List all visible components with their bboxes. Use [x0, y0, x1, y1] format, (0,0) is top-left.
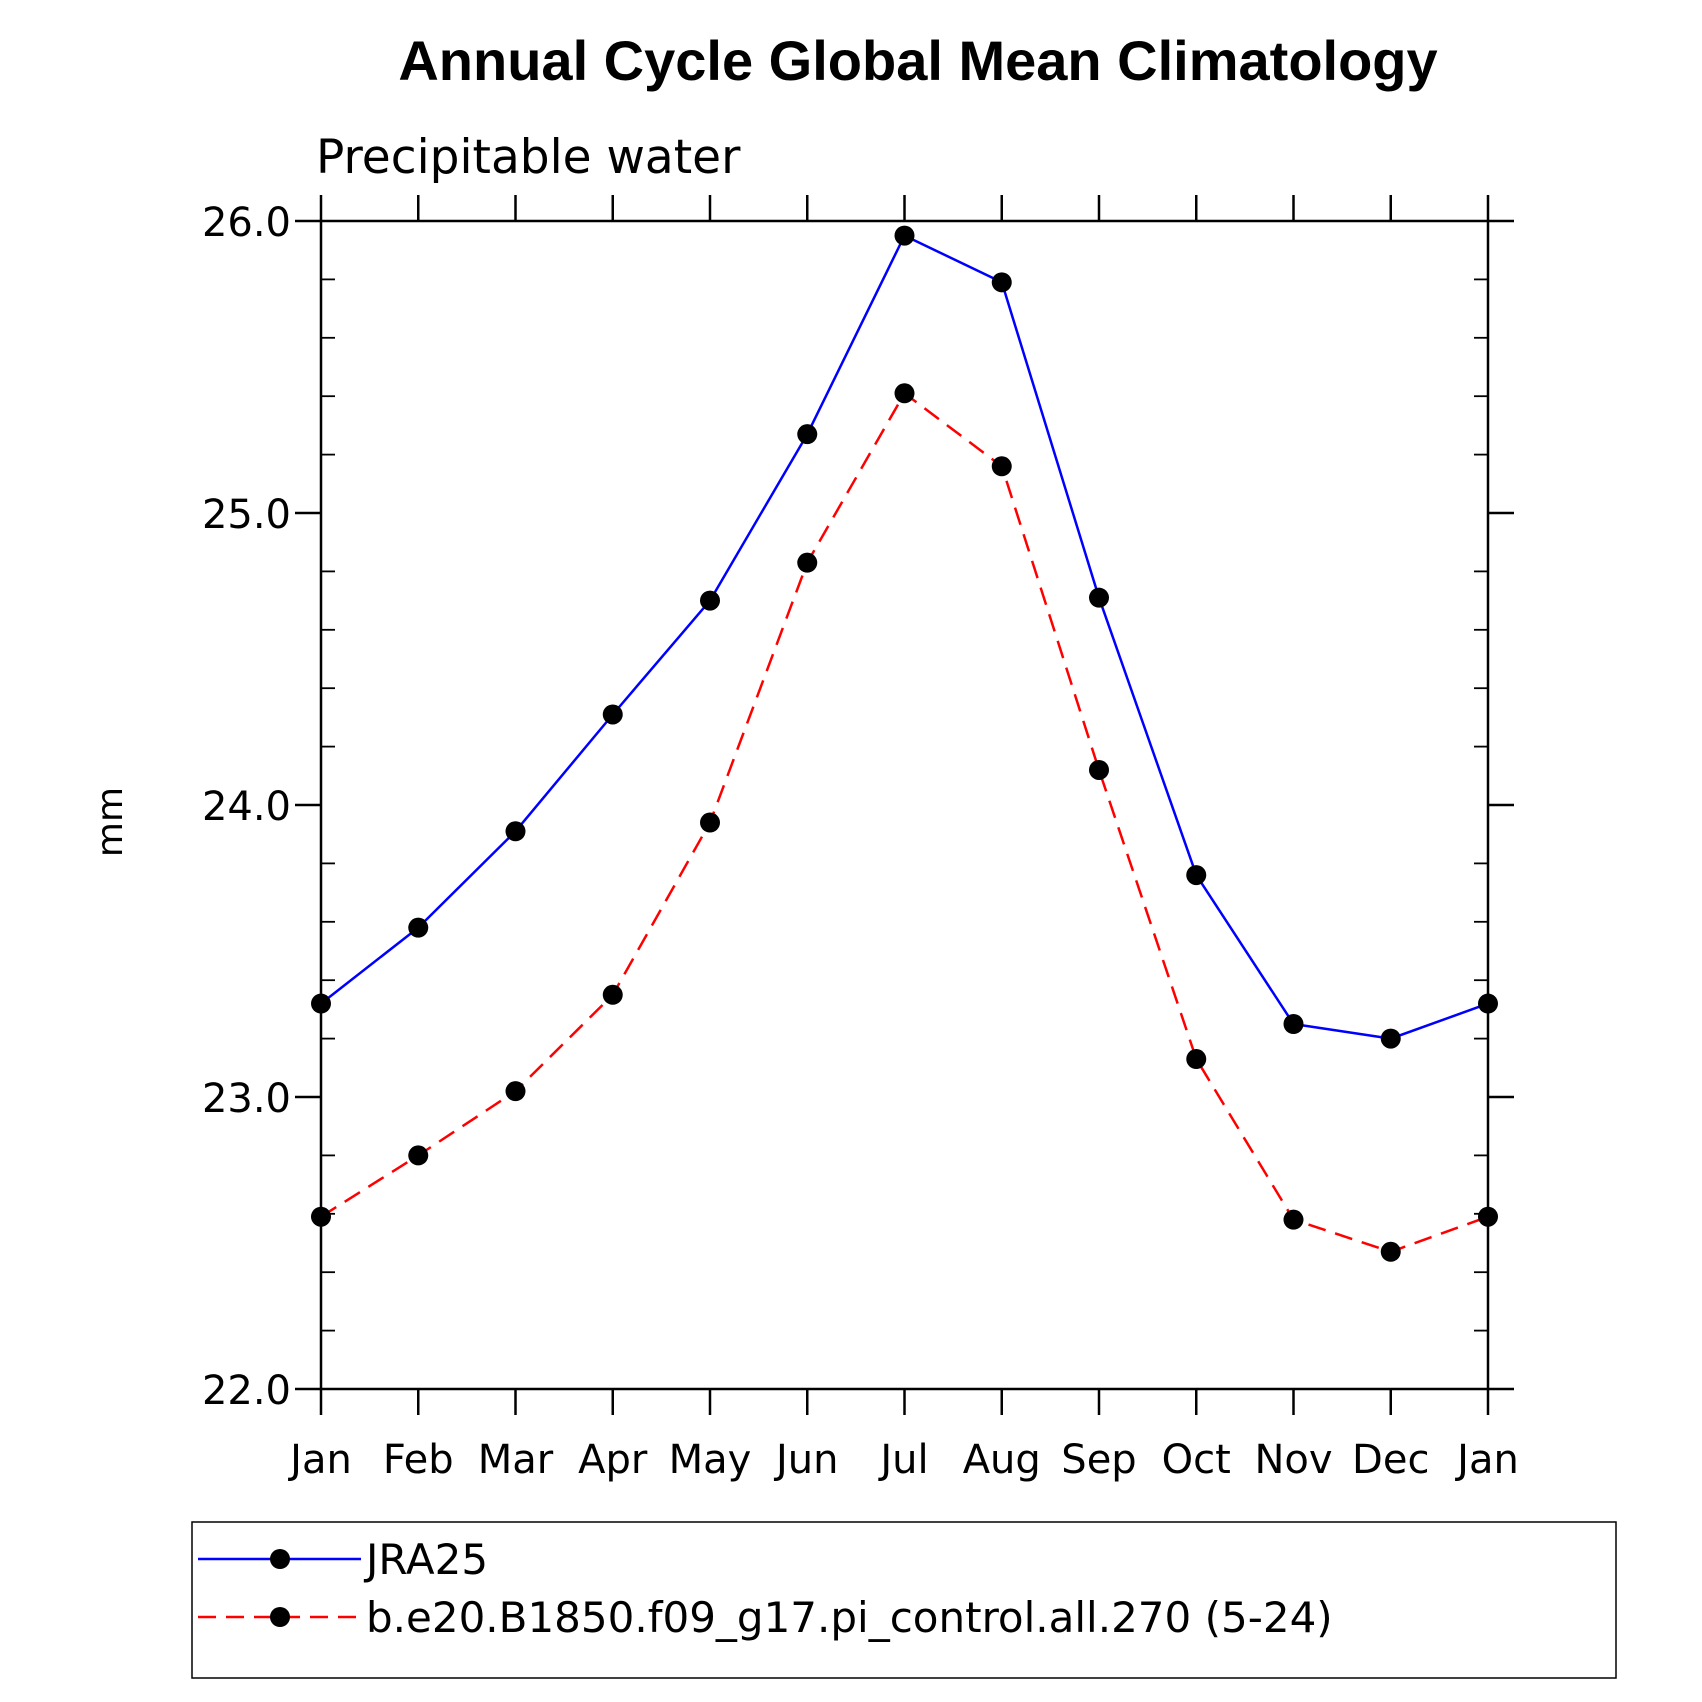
- legend-box: [191, 1521, 1617, 1679]
- y-tick-labels: 22.0 23.0 24.0 25.0 26.0: [202, 200, 291, 1414]
- series-2-point: [797, 552, 818, 573]
- x-tick-label: Apr: [578, 1437, 648, 1483]
- x-tick-label: Nov: [1254, 1437, 1332, 1483]
- series-1-point: [1283, 1014, 1304, 1034]
- x-tick-label: Feb: [383, 1437, 454, 1483]
- series-1-point: [1089, 587, 1109, 608]
- axis-ticks: [295, 195, 1514, 1415]
- plot-markers: [311, 225, 1498, 1262]
- series-2-point: [1380, 1241, 1401, 1262]
- y-tick-label: 23.0: [202, 1076, 291, 1122]
- series-2-point: [408, 1145, 429, 1166]
- chart-title: Annual Cycle Global Mean Climatology: [398, 29, 1437, 92]
- series-2-point: [700, 812, 720, 833]
- y-tick-label: 25.0: [202, 492, 291, 538]
- series-2-point: [991, 456, 1012, 477]
- series-2-point: [1283, 1209, 1304, 1230]
- x-tick-label: Jun: [773, 1437, 839, 1483]
- series-1-point: [408, 917, 429, 938]
- x-tick-labels: Jan Feb Mar Apr May Jun Jul Aug Sep Oct Nov Dec Jan: [287, 1437, 1519, 1483]
- series-line-1: [320, 234, 1489, 1040]
- series-2-point: [1186, 1049, 1207, 1070]
- series-2-point: [1089, 759, 1109, 780]
- series-1-point: [1380, 1028, 1401, 1049]
- series-1-point: [797, 424, 818, 445]
- legend-label-2: b.e20.B1850.f09_g17.pi_control.all.270 (…: [366, 1593, 1333, 1642]
- x-tick-label: Dec: [1352, 1437, 1429, 1483]
- x-tick-label: Sep: [1061, 1437, 1136, 1483]
- series-1-point: [991, 272, 1012, 293]
- x-tick-label: Jan: [1454, 1437, 1519, 1483]
- legend-marker-2: [270, 1607, 290, 1627]
- series-1-point: [505, 821, 526, 842]
- series-1-point: [700, 590, 720, 611]
- y-axis-label: mm: [90, 787, 131, 857]
- series-line-2: [320, 392, 1489, 1254]
- series-2-point: [505, 1081, 526, 1102]
- legend-label-1: JRA25: [363, 1535, 488, 1584]
- x-tick-label: Jul: [877, 1437, 928, 1483]
- legend-marker-1: [270, 1549, 290, 1569]
- y-tick-label: 24.0: [202, 784, 291, 830]
- legend: JRA25 b.e20.B1850.f09_g17.pi_control.all.…: [191, 1521, 1617, 1679]
- series-1-point: [602, 704, 623, 725]
- series-2-point: [894, 383, 915, 404]
- series-2-point: [602, 984, 623, 1005]
- plot-frame: [319, 219, 1490, 1391]
- chart-subtitle: Precipitable water: [316, 130, 741, 185]
- x-tick-label: Mar: [478, 1437, 554, 1483]
- y-tick-label: 22.0: [202, 1368, 291, 1414]
- x-tick-label: Aug: [963, 1437, 1041, 1483]
- series-1-point: [894, 225, 915, 246]
- x-tick-label: Oct: [1162, 1437, 1231, 1483]
- x-tick-label: May: [669, 1437, 752, 1483]
- x-tick-label: Jan: [287, 1437, 352, 1483]
- series-1-point: [1186, 865, 1207, 886]
- y-tick-label: 26.0: [202, 200, 291, 246]
